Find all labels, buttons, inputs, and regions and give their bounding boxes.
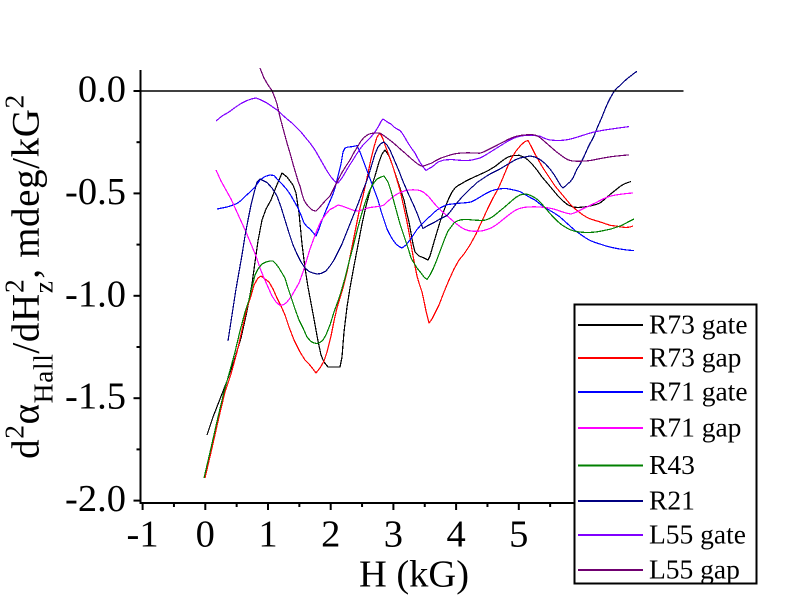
svg-text:5: 5 — [509, 514, 528, 556]
svg-text:R71 gap: R71 gap — [649, 412, 741, 443]
svg-text:2: 2 — [321, 514, 340, 556]
svg-text:R71 gate: R71 gate — [649, 376, 748, 407]
svg-text:R43: R43 — [649, 449, 695, 480]
svg-text:R73 gap: R73 gap — [649, 342, 741, 373]
svg-text:-1.0: -1.0 — [65, 273, 126, 315]
svg-text:-2.0: -2.0 — [65, 478, 126, 520]
svg-text:1: 1 — [258, 514, 277, 556]
svg-text:3: 3 — [384, 514, 403, 556]
svg-text:L55 gap: L55 gap — [649, 554, 740, 585]
svg-text:-1.5: -1.5 — [65, 376, 126, 418]
svg-text:0: 0 — [196, 514, 215, 556]
svg-text:L55 gate: L55 gate — [649, 519, 746, 550]
svg-text:-0.5: -0.5 — [65, 171, 126, 213]
svg-text:R73 gate: R73 gate — [649, 309, 748, 340]
svg-text:H (kG): H (kG) — [359, 554, 469, 596]
svg-text:4: 4 — [446, 514, 465, 556]
svg-text:-1: -1 — [127, 514, 159, 556]
svg-text:R21: R21 — [649, 485, 695, 516]
svg-text:0.0: 0.0 — [78, 69, 126, 111]
